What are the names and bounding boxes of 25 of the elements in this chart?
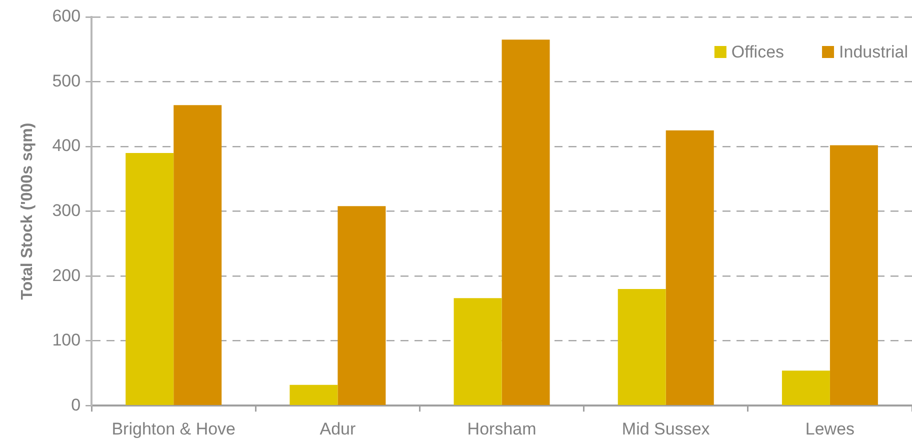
x-tick-label: Mid Sussex [622,419,710,438]
y-tick-label: 400 [52,136,81,156]
y-tick-label: 500 [52,71,81,90]
y-tick-label: 300 [52,200,81,220]
x-tick-label: Brighton & Hove [112,419,236,438]
y-tick-label: 600 [52,6,81,26]
bar [174,105,222,405]
bar [830,145,878,405]
legend-label: Industrial [839,42,908,62]
bar [338,206,386,405]
x-tick-label: Adur [320,419,356,438]
bar [454,298,502,405]
y-tick-label: 0 [71,395,81,414]
x-tick-label: Horsham [467,419,536,438]
bar [502,40,550,405]
y-tick-label: 200 [52,266,81,285]
bar [782,370,830,405]
y-tick-label: 100 [52,330,81,350]
bar [290,384,338,405]
y-axis-title: Total Stock ('000s sqm) [19,122,36,300]
bar [618,289,666,405]
bar [666,130,714,405]
x-tick-label: Lewes [805,419,855,438]
bar [126,153,174,405]
legend-label: Offices [731,42,784,62]
